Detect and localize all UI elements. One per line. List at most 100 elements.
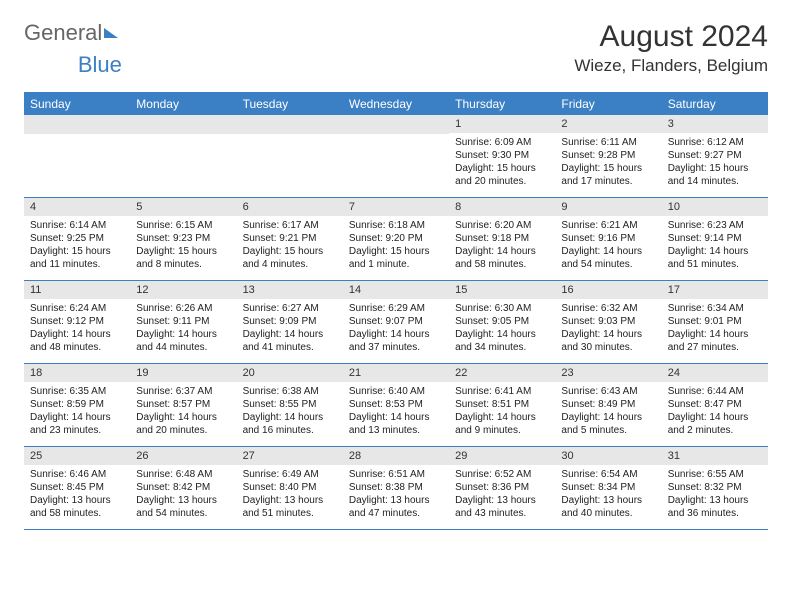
daylight-text-1: Daylight: 13 hours (668, 494, 762, 507)
week-row: 1Sunrise: 6:09 AMSunset: 9:30 PMDaylight… (24, 115, 768, 198)
sunrise-text: Sunrise: 6:46 AM (30, 468, 124, 481)
day-cell-13: 13Sunrise: 6:27 AMSunset: 9:09 PMDayligh… (237, 281, 343, 363)
daylight-text-1: Daylight: 14 hours (349, 328, 443, 341)
sunrise-text: Sunrise: 6:26 AM (136, 302, 230, 315)
daylight-text-1: Daylight: 15 hours (668, 162, 762, 175)
sunrise-text: Sunrise: 6:20 AM (455, 219, 549, 232)
title-block: August 2024 Wieze, Flanders, Belgium (574, 20, 768, 76)
sunrise-text: Sunrise: 6:52 AM (455, 468, 549, 481)
daylight-text-1: Daylight: 14 hours (30, 411, 124, 424)
day-number (343, 115, 449, 134)
day-number: 28 (343, 447, 449, 465)
day-number: 17 (662, 281, 768, 299)
day-cell-9: 9Sunrise: 6:21 AMSunset: 9:16 PMDaylight… (555, 198, 661, 280)
daylight-text-2: and 43 minutes. (455, 507, 549, 520)
sunset-text: Sunset: 8:47 PM (668, 398, 762, 411)
day-number (130, 115, 236, 134)
sunrise-text: Sunrise: 6:23 AM (668, 219, 762, 232)
day-cell-22: 22Sunrise: 6:41 AMSunset: 8:51 PMDayligh… (449, 364, 555, 446)
day-number: 27 (237, 447, 343, 465)
day-number: 21 (343, 364, 449, 382)
sunset-text: Sunset: 9:18 PM (455, 232, 549, 245)
day-number: 10 (662, 198, 768, 216)
day-header-thursday: Thursday (449, 93, 555, 115)
daylight-text-1: Daylight: 14 hours (668, 245, 762, 258)
sunset-text: Sunset: 8:36 PM (455, 481, 549, 494)
day-cell-3: 3Sunrise: 6:12 AMSunset: 9:27 PMDaylight… (662, 115, 768, 197)
day-cell-empty (343, 115, 449, 197)
day-cell-empty (24, 115, 130, 197)
day-number: 5 (130, 198, 236, 216)
daylight-text-2: and 4 minutes. (243, 258, 337, 271)
day-cell-10: 10Sunrise: 6:23 AMSunset: 9:14 PMDayligh… (662, 198, 768, 280)
day-cell-11: 11Sunrise: 6:24 AMSunset: 9:12 PMDayligh… (24, 281, 130, 363)
sunrise-text: Sunrise: 6:27 AM (243, 302, 337, 315)
daylight-text-2: and 1 minute. (349, 258, 443, 271)
day-header-monday: Monday (130, 93, 236, 115)
sunset-text: Sunset: 8:42 PM (136, 481, 230, 494)
day-number: 13 (237, 281, 343, 299)
sunset-text: Sunset: 8:51 PM (455, 398, 549, 411)
day-header-friday: Friday (555, 93, 661, 115)
daylight-text-2: and 9 minutes. (455, 424, 549, 437)
day-number: 18 (24, 364, 130, 382)
week-row: 11Sunrise: 6:24 AMSunset: 9:12 PMDayligh… (24, 281, 768, 364)
day-header-wednesday: Wednesday (343, 93, 449, 115)
sunrise-text: Sunrise: 6:24 AM (30, 302, 124, 315)
sunset-text: Sunset: 8:38 PM (349, 481, 443, 494)
daylight-text-1: Daylight: 14 hours (243, 411, 337, 424)
week-row: 18Sunrise: 6:35 AMSunset: 8:59 PMDayligh… (24, 364, 768, 447)
day-cell-12: 12Sunrise: 6:26 AMSunset: 9:11 PMDayligh… (130, 281, 236, 363)
day-number: 26 (130, 447, 236, 465)
day-number: 22 (449, 364, 555, 382)
daylight-text-2: and 13 minutes. (349, 424, 443, 437)
daylight-text-1: Daylight: 14 hours (349, 411, 443, 424)
daylight-text-2: and 34 minutes. (455, 341, 549, 354)
logo-text-1: General (24, 20, 102, 46)
day-number: 14 (343, 281, 449, 299)
sunrise-text: Sunrise: 6:44 AM (668, 385, 762, 398)
day-header-saturday: Saturday (662, 93, 768, 115)
sunset-text: Sunset: 9:30 PM (455, 149, 549, 162)
day-cell-16: 16Sunrise: 6:32 AMSunset: 9:03 PMDayligh… (555, 281, 661, 363)
sunrise-text: Sunrise: 6:49 AM (243, 468, 337, 481)
day-number (237, 115, 343, 134)
sunrise-text: Sunrise: 6:17 AM (243, 219, 337, 232)
day-cell-21: 21Sunrise: 6:40 AMSunset: 8:53 PMDayligh… (343, 364, 449, 446)
daylight-text-1: Daylight: 14 hours (561, 411, 655, 424)
sunrise-text: Sunrise: 6:41 AM (455, 385, 549, 398)
day-cell-26: 26 Sunrise: 6:48 AMSunset: 8:42 PMDayligh… (130, 447, 236, 529)
logo: General (24, 20, 118, 46)
day-header-row: SundayMondayTuesdayWednesdayThursdayFrid… (24, 93, 768, 115)
sunset-text: Sunset: 8:40 PM (243, 481, 337, 494)
day-cell-14: 14Sunrise: 6:29 AMSunset: 9:07 PMDayligh… (343, 281, 449, 363)
sunset-text: Sunset: 9:21 PM (243, 232, 337, 245)
sunrise-text: Sunrise: 6:55 AM (668, 468, 762, 481)
day-cell-29: 29Sunrise: 6:52 AMSunset: 8:36 PMDayligh… (449, 447, 555, 529)
day-cell-25: 25Sunrise: 6:46 AMSunset: 8:45 PMDayligh… (24, 447, 130, 529)
sunset-text: Sunset: 9:07 PM (349, 315, 443, 328)
day-cell-15: 15Sunrise: 6:30 AMSunset: 9:05 PMDayligh… (449, 281, 555, 363)
day-number: 31 (662, 447, 768, 465)
daylight-text-1: Daylight: 13 hours (136, 494, 230, 507)
daylight-text-2: and 2 minutes. (668, 424, 762, 437)
sunset-text: Sunset: 9:12 PM (30, 315, 124, 328)
day-cell-empty (130, 115, 236, 197)
day-number: 2 (555, 115, 661, 133)
sunset-text: Sunset: 8:55 PM (243, 398, 337, 411)
month-title: August 2024 (574, 20, 768, 54)
daylight-text-2: and 16 minutes. (243, 424, 337, 437)
daylight-text-1: Daylight: 14 hours (668, 328, 762, 341)
sunset-text: Sunset: 8:49 PM (561, 398, 655, 411)
daylight-text-1: Daylight: 15 hours (561, 162, 655, 175)
daylight-text-1: Daylight: 14 hours (561, 328, 655, 341)
day-number: 29 (449, 447, 555, 465)
sunrise-text: Sunrise: 6:48 AM (136, 468, 230, 481)
sunset-text: Sunset: 9:03 PM (561, 315, 655, 328)
sunrise-text: Sunrise: 6:14 AM (30, 219, 124, 232)
daylight-text-2: and 23 minutes. (30, 424, 124, 437)
daylight-text-2: and 54 minutes. (561, 258, 655, 271)
location: Wieze, Flanders, Belgium (574, 56, 768, 76)
daylight-text-1: Daylight: 14 hours (455, 328, 549, 341)
daylight-text-2: and 27 minutes. (668, 341, 762, 354)
